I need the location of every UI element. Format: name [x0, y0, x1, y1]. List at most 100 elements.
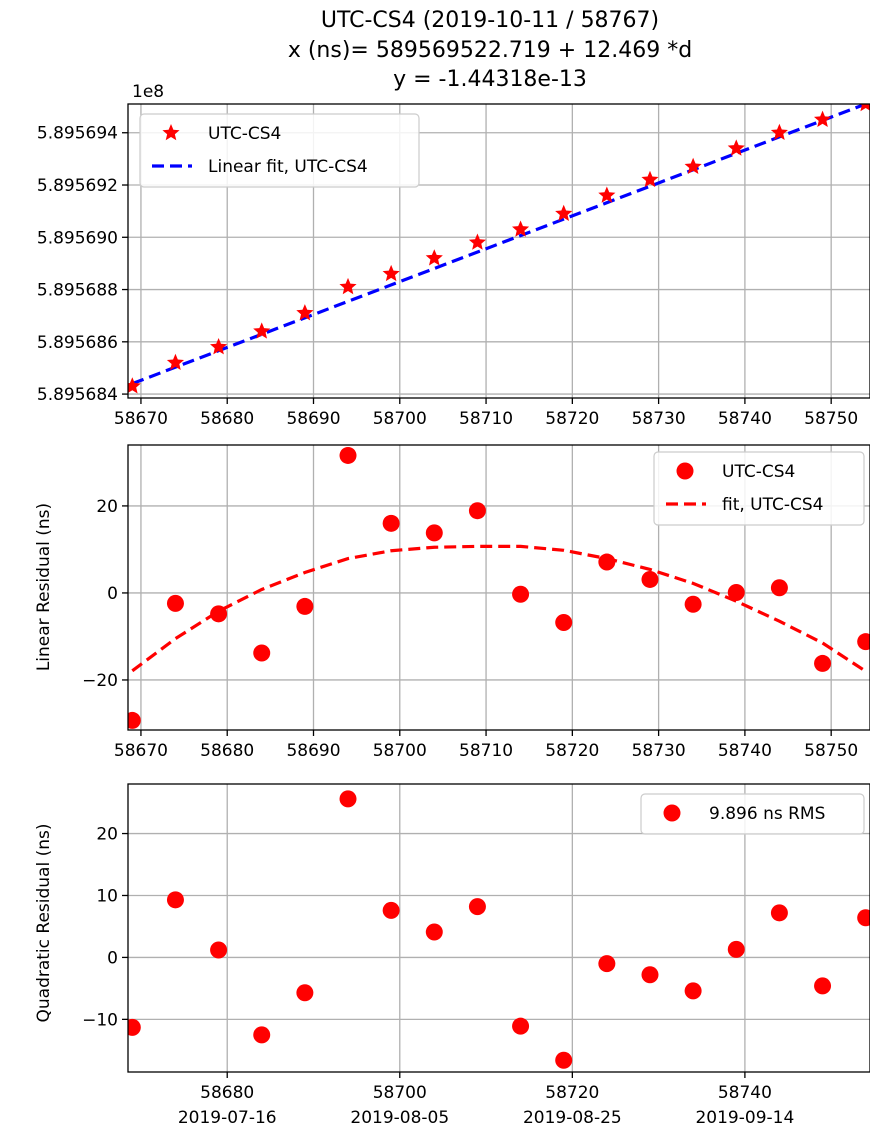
- y-tick-label: 0: [107, 948, 118, 968]
- data-point: [641, 966, 659, 984]
- legend-box: [653, 451, 865, 526]
- data-point-star: [128, 377, 141, 394]
- fit-line: [131, 544, 867, 673]
- x-tick-label: 58750: [804, 741, 858, 761]
- data-point-star: [641, 170, 659, 188]
- y-tick-label: −20: [82, 671, 118, 691]
- legend: UTC-CS4 Linear fit, UTC-CS4: [139, 113, 420, 188]
- data-point: [512, 1017, 530, 1035]
- data-point-star: [512, 220, 530, 237]
- data-point: [425, 524, 443, 542]
- data-point: [814, 654, 832, 672]
- legend-star-swatch: [162, 124, 180, 141]
- data-point: [684, 982, 702, 1000]
- y-tick-label: 5.895690: [37, 228, 118, 248]
- data-point: [382, 514, 400, 532]
- data-point: [598, 955, 616, 973]
- legend-circle-swatch: [676, 462, 694, 480]
- axes-frame: [127, 103, 870, 399]
- x-axis: 58670 58680 58690 58700 58710 58720 58730 58740…: [114, 730, 858, 761]
- data-point: [684, 595, 702, 613]
- data-point: [857, 909, 870, 927]
- data-point: [468, 898, 486, 916]
- legend-circle-swatch: [663, 804, 681, 822]
- data-point: [857, 633, 870, 651]
- legend-label: 9.896 ns RMS: [709, 804, 825, 824]
- y-tick-label: 5.895688: [37, 281, 118, 301]
- data-point: [339, 446, 357, 464]
- data-point-star: [860, 104, 870, 112]
- x-tick-label: 58690: [286, 409, 340, 429]
- y-tick-label: 10: [96, 886, 118, 906]
- axes-frame: [127, 783, 870, 1073]
- data-point: [210, 605, 228, 623]
- x-tick-label: 58700: [373, 741, 427, 761]
- offset-label: 1e8: [132, 82, 164, 102]
- data-point: [770, 579, 788, 597]
- grid: [128, 784, 870, 1072]
- legend-label: fit, UTC-CS4: [722, 495, 824, 515]
- data-point: [425, 923, 443, 941]
- y-tick-label: −10: [82, 1010, 118, 1030]
- data-point: [814, 977, 832, 995]
- data-point-star: [727, 139, 745, 156]
- y-axis-label: Quadratic Residual (ns): [34, 823, 54, 1022]
- y-tick-label: 0: [107, 584, 118, 604]
- x-tick-date-label: 2019-08-05: [350, 1108, 449, 1128]
- x-tick-date-label: 2019-07-16: [178, 1108, 277, 1128]
- y-axis: −10 0 10 20: [82, 825, 128, 1030]
- data-point-star: [210, 338, 228, 355]
- data-point: [296, 984, 314, 1002]
- x-tick-label: 58690: [286, 741, 340, 761]
- data-point-star: [684, 157, 702, 174]
- data-point: [339, 790, 357, 808]
- series: [128, 446, 870, 729]
- legend-label: UTC-CS4: [208, 124, 281, 144]
- data-point-star: [339, 277, 357, 295]
- data-point: [296, 597, 314, 615]
- figure-title: UTC-CS4 (2019-10-11 / 58767) x (ns)= 589…: [288, 8, 692, 92]
- fit-line: [131, 104, 867, 386]
- x-tick-label: 58680: [200, 1083, 254, 1103]
- data-point: [555, 614, 573, 632]
- data-point: [166, 594, 184, 612]
- x-tick-label: 58720: [545, 741, 599, 761]
- x-tick-date-label: 2019-09-14: [695, 1108, 794, 1128]
- data-point-star: [296, 304, 314, 321]
- top-panel: 1e8 58670 58680 58690 58700 58710 58720 58730 5…: [37, 82, 870, 429]
- data-point-star: [813, 110, 832, 127]
- x-tick-label: 58740: [718, 1083, 772, 1103]
- y-axis: −20 0 20: [82, 497, 128, 691]
- data-point-star: [425, 249, 443, 266]
- middle-panel: Linear Residual (ns) 58670 58680 58690 5870…: [34, 444, 870, 761]
- title-line-1: UTC-CS4 (2019-10-11 / 58767): [321, 8, 659, 33]
- data-point: [512, 585, 530, 603]
- data-point-star: [468, 233, 486, 250]
- x-tick-label: 58670: [114, 409, 168, 429]
- data-point: [770, 904, 788, 922]
- data-point: [727, 584, 745, 602]
- y-axis-label: Linear Residual (ns): [34, 503, 54, 671]
- x-tick-label: 58720: [545, 409, 599, 429]
- data-point: [253, 644, 271, 662]
- y-tick-label: 5.895684: [37, 385, 118, 405]
- data-point-star: [770, 123, 788, 141]
- y-axis: 5.895684 5.895686 5.895688 5.895690 5.895692…: [37, 124, 128, 405]
- x-tick-label: 58680: [200, 409, 254, 429]
- x-tick-label: 58730: [632, 409, 686, 429]
- data-point-star: [382, 264, 400, 282]
- x-tick-label: 58710: [459, 741, 513, 761]
- x-tick-label: 58730: [632, 741, 686, 761]
- data-point: [382, 901, 400, 919]
- x-axis: 58680 2019-07-16 58700 2019-08-05 58720 2019-…: [178, 1072, 794, 1128]
- data-point: [555, 1051, 573, 1069]
- x-tick-label: 58710: [459, 409, 513, 429]
- legend-label: Linear fit, UTC-CS4: [208, 157, 368, 177]
- data-point: [210, 941, 228, 959]
- data-point: [128, 1018, 141, 1036]
- series: [128, 104, 870, 394]
- x-tick-label: 58680: [200, 741, 254, 761]
- series: [128, 790, 870, 1069]
- legend-box: [139, 113, 420, 188]
- bottom-panel: Quadratic Residual (ns) 58680 2019-07-16 5…: [34, 783, 870, 1128]
